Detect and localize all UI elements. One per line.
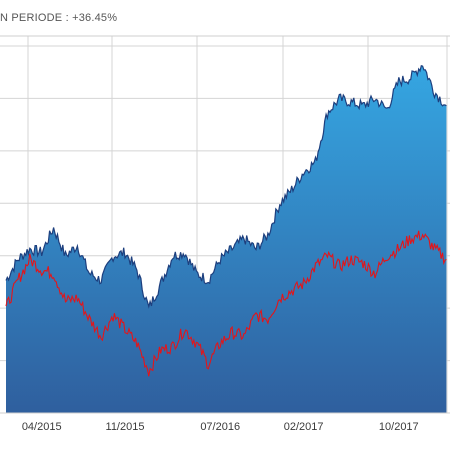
x-tick-label: 07/2016	[200, 421, 240, 433]
series-area-fill	[6, 65, 447, 413]
x-tick-label: 02/2017	[284, 421, 324, 433]
x-tick-label: 11/2015	[106, 421, 145, 433]
series-comparison-line	[5, 230, 447, 377]
series-group	[5, 64, 447, 413]
x-tick-label: 10/2017	[379, 421, 419, 433]
x-tick-label: 04/2015	[22, 421, 62, 433]
chart-title: N PERIODE : +36.45%	[0, 12, 118, 24]
series-area-line	[5, 64, 447, 309]
chart-header: N PERIODE : +36.45%	[0, 0, 450, 36]
